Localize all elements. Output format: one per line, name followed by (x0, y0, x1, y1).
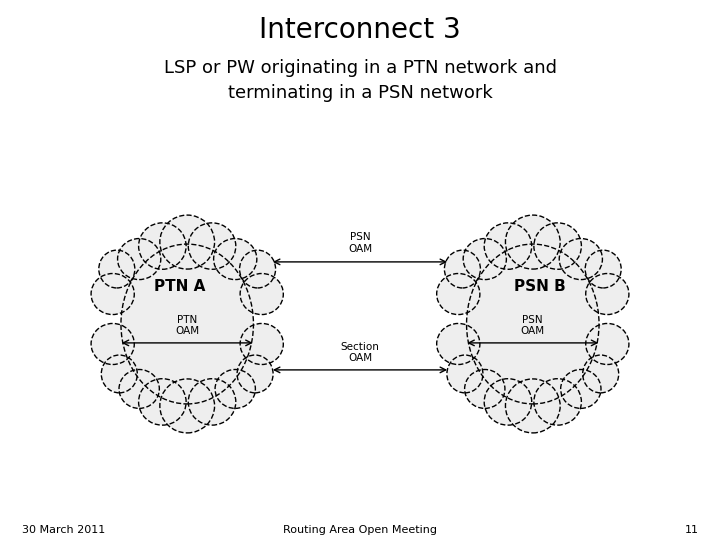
Ellipse shape (561, 369, 601, 408)
Text: Section
OAM: Section OAM (341, 342, 379, 363)
Ellipse shape (160, 215, 215, 269)
Ellipse shape (444, 250, 480, 288)
Ellipse shape (102, 355, 138, 393)
Ellipse shape (237, 355, 273, 393)
Text: PSN
OAM: PSN OAM (348, 232, 372, 254)
Ellipse shape (215, 369, 256, 408)
Ellipse shape (240, 323, 284, 364)
Ellipse shape (559, 239, 603, 280)
Ellipse shape (160, 379, 215, 433)
Ellipse shape (139, 223, 186, 269)
Ellipse shape (91, 323, 134, 364)
Ellipse shape (586, 273, 629, 314)
Ellipse shape (447, 355, 483, 393)
Text: Interconnect 3: Interconnect 3 (259, 16, 461, 44)
Ellipse shape (463, 239, 506, 280)
Ellipse shape (534, 379, 582, 425)
Text: PTN
OAM: PTN OAM (175, 315, 199, 336)
Ellipse shape (485, 223, 531, 269)
Text: 30 March 2011: 30 March 2011 (22, 524, 105, 535)
Ellipse shape (189, 223, 236, 269)
Text: LSP or PW originating in a PTN network and
terminating in a PSN network: LSP or PW originating in a PTN network a… (163, 59, 557, 103)
Ellipse shape (467, 244, 599, 404)
Text: PTN A: PTN A (154, 279, 206, 294)
Ellipse shape (436, 273, 480, 314)
Text: PSN
OAM: PSN OAM (521, 315, 545, 336)
Ellipse shape (485, 379, 531, 425)
Ellipse shape (534, 223, 582, 269)
Ellipse shape (139, 379, 186, 425)
Ellipse shape (91, 273, 134, 314)
Text: Routing Area Open Meeting: Routing Area Open Meeting (283, 524, 437, 535)
Ellipse shape (436, 323, 480, 364)
Ellipse shape (582, 355, 618, 393)
Ellipse shape (464, 369, 505, 408)
Ellipse shape (119, 369, 159, 408)
Text: PSN B: PSN B (514, 279, 566, 294)
Ellipse shape (240, 273, 284, 314)
Ellipse shape (505, 379, 560, 433)
Ellipse shape (99, 250, 135, 288)
Text: 11: 11 (685, 524, 698, 535)
Ellipse shape (585, 250, 621, 288)
Ellipse shape (505, 215, 560, 269)
Ellipse shape (117, 239, 161, 280)
Ellipse shape (121, 244, 253, 404)
Ellipse shape (189, 379, 236, 425)
Ellipse shape (586, 323, 629, 364)
Ellipse shape (240, 250, 276, 288)
Ellipse shape (214, 239, 257, 280)
